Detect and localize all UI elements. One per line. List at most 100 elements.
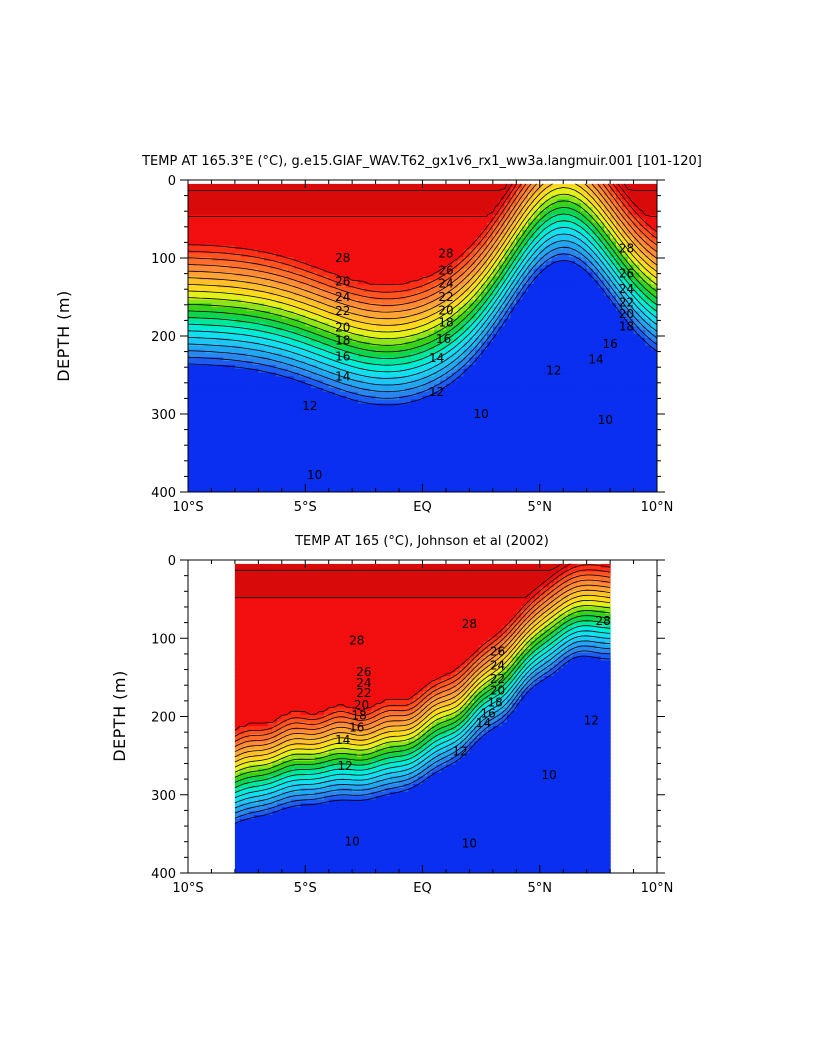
contour-cell (258, 314, 265, 320)
contour-cell (557, 191, 564, 197)
contour-cell (416, 395, 424, 401)
contour-cell (193, 214, 201, 220)
contour-cell (234, 233, 242, 239)
contour-cell (440, 411, 447, 416)
contour-cell (516, 418, 523, 424)
contour-cell (287, 341, 295, 347)
contour-cell (563, 260, 570, 266)
contour-cell (651, 295, 657, 301)
contour-cell (404, 411, 412, 416)
contour-cell (586, 237, 594, 243)
contour-cell (528, 372, 535, 378)
contour-cell (639, 403, 646, 408)
contour-cell (322, 337, 330, 343)
contour-cell (621, 218, 629, 224)
contour-cell (217, 272, 224, 277)
contour-cell (615, 310, 623, 316)
contour-cell (422, 183, 429, 189)
contour-cell (445, 357, 453, 362)
contour-cell (580, 183, 588, 189)
contour-cell (498, 364, 506, 370)
contour-cell (580, 295, 588, 301)
contour-cell (516, 364, 523, 370)
contour-cell (486, 195, 494, 200)
contour-cell (240, 376, 248, 381)
contour-cell (199, 299, 207, 304)
contour-cell (557, 372, 564, 378)
contour-cell (440, 307, 447, 312)
contour-cell (475, 395, 482, 401)
contour-cell (211, 218, 218, 224)
contour-cell (293, 368, 300, 374)
contour-cell (475, 183, 482, 189)
contour-cell (340, 395, 347, 401)
contour-cell (234, 418, 242, 424)
contour-cell (445, 349, 453, 354)
contour-cell (440, 341, 447, 347)
contour-cell (393, 303, 400, 308)
contour-cell (580, 264, 588, 270)
contour-cell (393, 222, 400, 227)
contour-cell (258, 207, 265, 212)
contour-cell (498, 399, 506, 405)
contour-cell (322, 399, 330, 405)
contour-cell (328, 203, 336, 208)
contour-cell (451, 237, 459, 243)
contour-cell (516, 218, 523, 224)
contour-cell (574, 264, 582, 270)
contour-cell (504, 226, 512, 231)
contour-cell (240, 318, 248, 324)
contour-cell (639, 307, 646, 312)
contour-cell (592, 257, 599, 262)
contour-cell (651, 399, 657, 405)
contour-cell (281, 264, 289, 270)
contour-cell (469, 203, 476, 208)
contour-cell (475, 233, 482, 239)
contour-cell (428, 368, 435, 374)
contour-cell (645, 376, 652, 381)
contour-cell (457, 345, 465, 351)
contour-cell (627, 260, 635, 266)
contour-cell (539, 284, 547, 289)
contour-cell (193, 326, 201, 331)
contour-cell (281, 341, 289, 347)
contour-cell (246, 364, 254, 370)
contour-cell (264, 299, 271, 304)
contour-cell (217, 395, 224, 401)
contour-cell (651, 241, 657, 247)
contour-cell (522, 388, 529, 393)
contour-cell (580, 222, 588, 227)
contour-cell (551, 345, 558, 351)
contour-cell (528, 407, 535, 412)
contour-cell (604, 411, 611, 416)
contour-cell (275, 349, 283, 354)
contour-cell (481, 237, 488, 243)
contour-cell (516, 233, 523, 239)
contour-cell (264, 268, 271, 274)
contour-cell (393, 264, 400, 270)
contour-cell (422, 230, 429, 235)
contour-cell (592, 276, 599, 281)
contour-cell (569, 314, 576, 320)
contour-cell (287, 226, 295, 231)
contour-cell (240, 203, 248, 208)
contour-cell (469, 334, 476, 339)
contour-cell (387, 307, 394, 312)
contour-cell (522, 368, 529, 374)
contour-cell (498, 310, 506, 316)
contour-cell (363, 345, 371, 351)
contour-cell (604, 291, 611, 297)
contour-cell (252, 291, 259, 297)
contour-cell (410, 391, 418, 397)
contour-cell (369, 310, 377, 316)
contour-cell (410, 310, 418, 316)
contour-cell (387, 284, 394, 289)
contour-cell (322, 183, 330, 189)
contour-cell (457, 245, 465, 250)
contour-cell (352, 245, 359, 250)
contour-cell (199, 326, 207, 331)
contour-cell (451, 214, 459, 220)
contour-cell (322, 380, 330, 385)
contour-cell (311, 422, 318, 428)
contour-cell (598, 326, 605, 331)
